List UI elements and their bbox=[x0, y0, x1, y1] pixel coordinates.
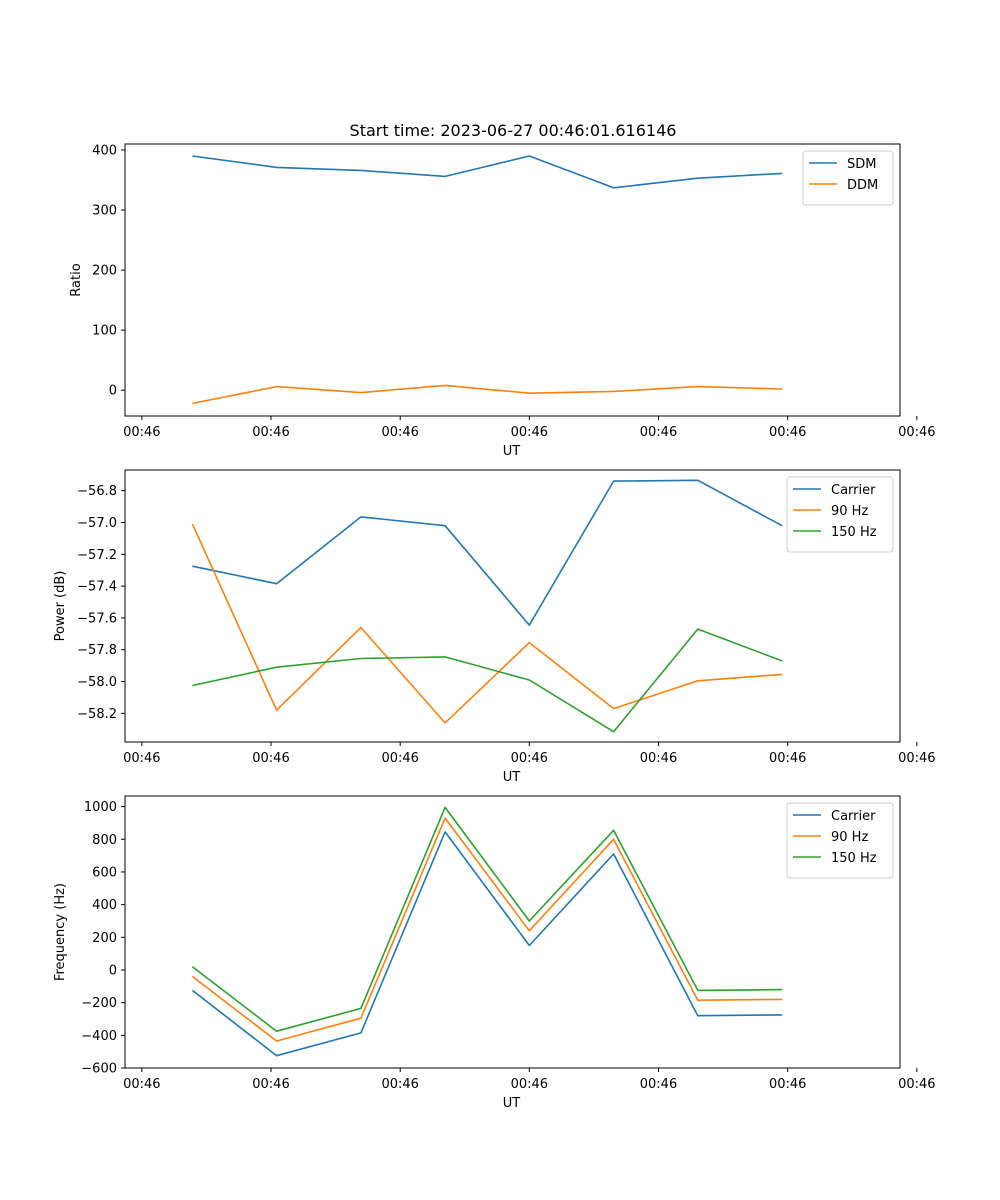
legend-label: 90 Hz bbox=[831, 830, 868, 845]
legend-label: Carrier bbox=[831, 483, 876, 498]
series-line-90-hz bbox=[191, 817, 783, 1042]
y-tick-label: −57.8 bbox=[77, 643, 117, 658]
legend-label: Carrier bbox=[831, 809, 876, 824]
x-tick-label: 00:46 bbox=[640, 1077, 677, 1092]
legend: Carrier 90 Hz 150 Hz bbox=[786, 476, 894, 553]
series-line-ddm bbox=[192, 384, 783, 405]
y-tick-label: 800 bbox=[92, 833, 117, 848]
y-tick-label: 100 bbox=[92, 324, 117, 339]
chart-panel-1: 00:46 00:46 00:46 00:46 00:46 00:46 00:46 0 100 2… bbox=[69, 143, 936, 459]
y-tick-label: 0 bbox=[109, 963, 117, 978]
y-tick-label: −56.8 bbox=[77, 484, 117, 499]
y-tick-label: −58.2 bbox=[77, 707, 117, 722]
y-tick-label: 0 bbox=[109, 384, 117, 399]
x-tick-label: 00:46 bbox=[511, 1077, 548, 1092]
x-tick-label: 00:46 bbox=[252, 1077, 289, 1092]
x-tick-label: 00:46 bbox=[381, 1077, 418, 1092]
x-tick-label: 00:46 bbox=[898, 1077, 935, 1092]
legend-box bbox=[786, 476, 894, 553]
y-tick-label: 300 bbox=[92, 204, 117, 219]
x-tick-label: 00:46 bbox=[769, 425, 806, 440]
legend: SDM DDM bbox=[802, 150, 894, 206]
panels: 00:46 00:46 00:46 00:46 00:46 00:46 00:46 0 100 2… bbox=[53, 143, 936, 1111]
chart-panel-2: 00:46 00:46 00:46 00:46 00:46 00:46 00:46 −58.2… bbox=[53, 469, 936, 785]
series-line-90-hz bbox=[191, 523, 783, 724]
legend-box bbox=[786, 802, 894, 879]
y-tick-label: 1000 bbox=[84, 800, 117, 815]
y-tick-label: −58.0 bbox=[77, 675, 117, 690]
x-tick-label: 00:46 bbox=[769, 751, 806, 766]
y-tick-label: −200 bbox=[81, 996, 117, 1011]
x-tick-label: 00:46 bbox=[511, 751, 548, 766]
x-tick-label: 00:46 bbox=[898, 425, 935, 440]
y-axis-label: Frequency (Hz) bbox=[53, 883, 68, 981]
series-line-150-hz bbox=[191, 806, 783, 1032]
y-tick-label: −400 bbox=[81, 1029, 117, 1044]
y-tick-label: 400 bbox=[92, 898, 117, 913]
x-axis-label: UT bbox=[503, 444, 521, 459]
x-axis-label: UT bbox=[503, 1096, 521, 1111]
plot-frame bbox=[124, 469, 901, 743]
chart-panel-3: 00:46 00:46 00:46 00:46 00:46 00:46 00:46 −600 −… bbox=[53, 795, 936, 1111]
y-tick-label: −57.6 bbox=[77, 611, 117, 626]
y-tick-label: 200 bbox=[92, 264, 117, 279]
figure-title: Start time: 2023-06-27 00:46:01.616146 bbox=[350, 121, 677, 140]
y-tick-label: −57.0 bbox=[77, 516, 117, 531]
x-tick-label: 00:46 bbox=[123, 1077, 160, 1092]
y-tick-label: −600 bbox=[81, 1062, 117, 1077]
series-line-carrier bbox=[191, 831, 783, 1057]
x-tick-label: 00:46 bbox=[123, 751, 160, 766]
x-tick-label: 00:46 bbox=[252, 425, 289, 440]
legend-label: 150 Hz bbox=[831, 525, 877, 540]
x-tick-label: 00:46 bbox=[769, 1077, 806, 1092]
y-tick-label: −57.4 bbox=[77, 580, 117, 595]
y-tick-label: 600 bbox=[92, 865, 117, 880]
x-tick-label: 00:46 bbox=[123, 425, 160, 440]
series-line-150-hz bbox=[192, 628, 783, 733]
x-axis-label: UT bbox=[503, 770, 521, 785]
legend-label: SDM bbox=[847, 157, 876, 172]
x-tick-label: 00:46 bbox=[640, 425, 677, 440]
y-tick-label: 400 bbox=[92, 144, 117, 159]
y-tick-label: 200 bbox=[92, 931, 117, 946]
plot-frame bbox=[124, 795, 901, 1069]
series-line-sdm bbox=[192, 155, 783, 189]
y-axis-label: Power (dB) bbox=[53, 571, 68, 642]
x-tick-label: 00:46 bbox=[381, 425, 418, 440]
x-tick-label: 00:46 bbox=[381, 751, 418, 766]
y-axis-label: Ratio bbox=[69, 263, 84, 296]
legend: Carrier 90 Hz 150 Hz bbox=[786, 802, 894, 879]
x-tick-label: 00:46 bbox=[252, 751, 289, 766]
x-tick-label: 00:46 bbox=[511, 425, 548, 440]
x-tick-label: 00:46 bbox=[640, 751, 677, 766]
plot-frame bbox=[124, 143, 901, 417]
x-tick-label: 00:46 bbox=[898, 751, 935, 766]
legend-label: 150 Hz bbox=[831, 851, 877, 866]
legend-label: 90 Hz bbox=[831, 504, 868, 519]
series-line-carrier bbox=[192, 479, 783, 626]
legend-label: DDM bbox=[847, 178, 878, 193]
y-tick-label: −57.2 bbox=[77, 548, 117, 563]
legend-box bbox=[802, 150, 894, 206]
